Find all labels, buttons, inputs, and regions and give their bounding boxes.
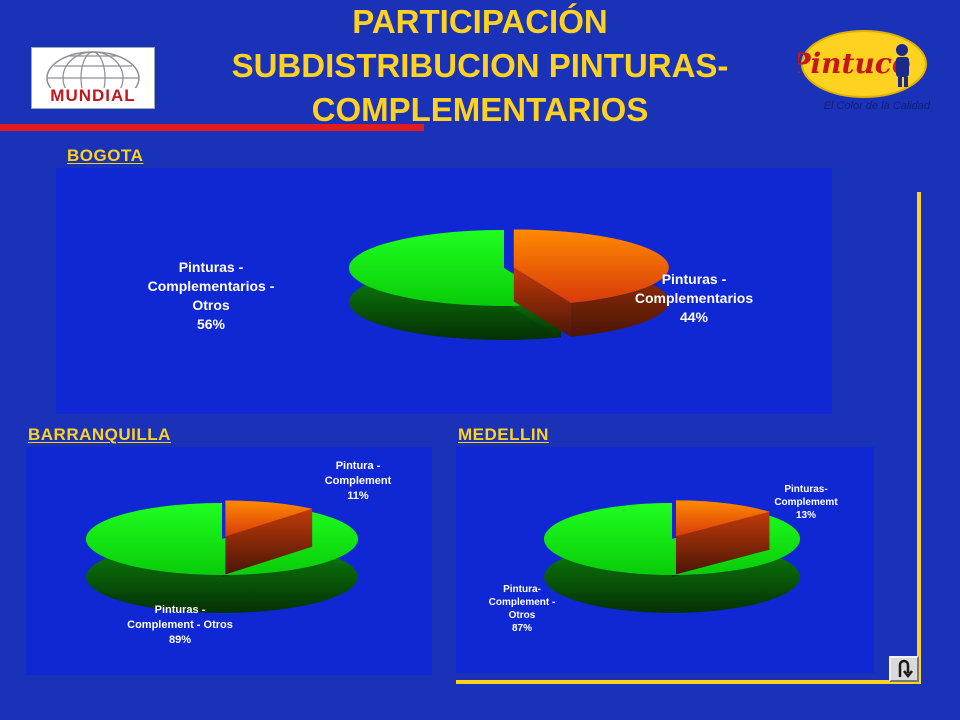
slice-label-text: Pintura - Complement [324,460,392,487]
pie-slice-0 [225,500,313,575]
pie-chart-bogota [349,229,669,340]
pie-label-medellin-slice-0: Pinturas- Complememt 13% [766,483,846,522]
slice-value-text: 56% [196,316,226,332]
pie-slice-cut-face [513,267,571,337]
slice-value-text: 44% [679,309,709,325]
pie-slice-0 [513,229,669,337]
pie-slice-top [225,500,313,537]
pie-chart-medellin [544,500,800,613]
pie-slice-cut-face [675,511,770,575]
slice-label-text: Pinturas - Complement - Otros [127,604,233,631]
section-label-barranquilla: BARRANQUILLA [28,425,171,444]
section-label-bogota: BOGOTA [67,146,144,165]
chart-panel-bogota: Pinturas - Complementarios - Otros 56% P… [56,168,832,414]
title-line-3: COMPLEMENTARIOS [311,91,649,128]
pie-label-barranquilla-slice-1: Pinturas - Complement - Otros 89% [120,603,240,648]
return-u-turn-icon [898,659,913,679]
pie-slice-cut-face [225,508,313,575]
slice-value-text: 13% [795,510,816,521]
pie-slice-0 [675,500,770,575]
slice-label-text: Pinturas - Complementarios [634,271,754,306]
pie-label-barranquilla-slice-0: Pintura - Complement 11% [310,459,406,504]
slice-label-text: Pinturas- Complememt [774,484,838,508]
return-button[interactable] [889,656,919,682]
pie-label-bogota-slice-1: Pinturas - Complementarios - Otros 56% [136,258,286,334]
slice-label-text: Pinturas - Complementarios - Otros [147,259,275,313]
mundial-logo-text: MUNDIAL [50,86,136,105]
pintuco-tagline: El Color de la Calidad [823,100,930,112]
frame-line-bottom [456,680,921,684]
globe-icon [46,51,140,105]
section-label-medellin: MEDELLIN [458,425,549,444]
pie-slice-top [349,230,562,306]
pie-slice-top [513,229,669,303]
slice-value-text: 89% [168,634,192,646]
pie-slice-1 [85,503,358,613]
frame-line-right [917,192,921,684]
title-line-1: PARTICIPACIÓN [352,3,608,40]
pie-label-medellin-slice-1: Pintura- Complement - Otros 87% [478,583,566,635]
slice-label-text: Pintura- Complement - Otros [488,584,556,621]
slice-value-text: 87% [511,623,532,634]
pie-chart-barranquilla [85,500,358,613]
slice-value-text: 11% [347,490,369,502]
pintuco-logo: Pintuco El Color de la Calidad [788,28,930,120]
slide-title: PARTICIPACIÓN SUBDISTRIBUCION PINTURAS- … [180,0,780,132]
pie-slice-top [85,503,358,575]
pintuco-emblem: Pintuco [788,30,927,98]
title-underline-bar [0,124,424,131]
mundial-logo: MUNDIAL [31,47,155,109]
chart-panel-barranquilla: Pintura - Complement 11% Pinturas - Comp… [26,447,432,675]
pintuco-logo-text: Pintuco [798,47,911,80]
chart-panel-medellin: Pinturas- Complememt 13% Pintura- Comple… [456,447,874,673]
pie-slice-top [675,500,770,537]
title-line-2: SUBDISTRIBUCION PINTURAS- [231,47,729,84]
pie-label-bogota-slice-0: Pinturas - Complementarios 44% [622,270,766,327]
